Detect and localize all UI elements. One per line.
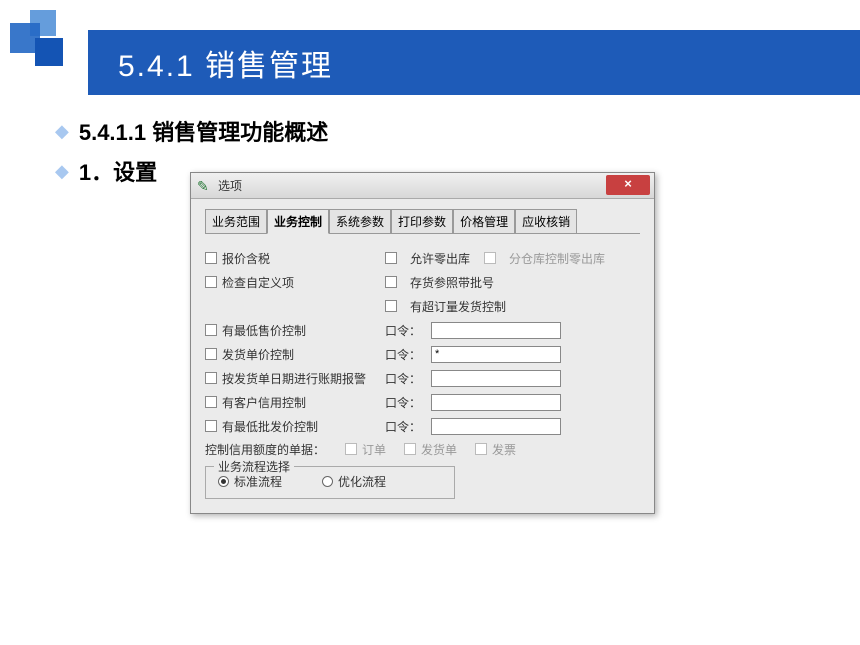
tab-business-control[interactable]: 业务控制 — [267, 209, 329, 234]
close-button[interactable]: × — [606, 175, 650, 195]
checkbox-batch-ref[interactable] — [385, 276, 397, 288]
tab-business-scope[interactable]: 业务范围 — [205, 209, 267, 233]
pw-input-1[interactable] — [431, 322, 561, 339]
label-allow-zero: 允许零出库 — [410, 250, 470, 267]
tab-strip: 业务范围 业务控制 系统参数 打印参数 价格管理 应收核销 — [205, 209, 640, 234]
dialog-body: 业务范围 业务控制 系统参数 打印参数 价格管理 应收核销 报价含税 允许零出库… — [191, 199, 654, 513]
bullet-icon: ◆ — [55, 161, 69, 182]
checkbox-order — [345, 443, 357, 455]
checkbox-credit-ctrl[interactable] — [205, 396, 217, 408]
checkbox-min-wholesale[interactable] — [205, 420, 217, 432]
label-invoice: 发票 — [492, 441, 516, 458]
checkbox-tax-quote[interactable] — [205, 252, 217, 264]
label-custom-check: 检查自定义项 — [222, 274, 294, 291]
dialog-icon: ✎ — [197, 178, 213, 194]
process-fieldset: 业务流程选择 标准流程 优化流程 — [205, 466, 455, 499]
radio-standard-wrap[interactable]: 标准流程 — [218, 473, 282, 490]
radio-standard[interactable] — [218, 476, 229, 487]
pw-input-4[interactable] — [431, 394, 561, 411]
pw-input-3[interactable] — [431, 370, 561, 387]
radio-optimize-wrap[interactable]: 优化流程 — [322, 473, 386, 490]
pw-input-2[interactable] — [431, 346, 561, 363]
dialog-title: 选项 — [218, 177, 242, 194]
label-over-order: 有超订量发货控制 — [410, 298, 506, 315]
tab-print-params[interactable]: 打印参数 — [391, 209, 453, 233]
bullet-icon: ◆ — [55, 121, 69, 142]
pw-label-5: 口令： — [385, 418, 423, 435]
label-period-alert: 按发货单日期进行账期报警 — [222, 370, 366, 387]
label-min-wholesale: 有最低批发价控制 — [222, 418, 318, 435]
radio-optimize[interactable] — [322, 476, 333, 487]
pw-input-5[interactable] — [431, 418, 561, 435]
checkbox-allow-zero[interactable] — [385, 252, 397, 264]
checkbox-custom-check[interactable] — [205, 276, 217, 288]
label-credit-ctrl: 有客户信用控制 — [222, 394, 306, 411]
dialog-titlebar: ✎ 选项 × — [191, 173, 654, 199]
radio-optimize-label: 优化流程 — [338, 473, 386, 490]
checkbox-min-price[interactable] — [205, 324, 217, 336]
label-min-price: 有最低售价控制 — [222, 322, 306, 339]
label-warehouse-zero: 分仓库控制零出库 — [509, 250, 605, 267]
corner-decoration — [5, 10, 75, 80]
slide-title: 5.4.1 销售管理 — [118, 41, 333, 85]
pw-label-3: 口令： — [385, 370, 423, 387]
form-area: 报价含税 允许零出库 分仓库控制零出库 检查自定义项 存货参照带批号 — [205, 246, 640, 499]
slide-header-bar: 5.4.1 销售管理 — [88, 30, 860, 95]
bullet-1: ◆ 5.4.1.1 销售管理功能概述 — [55, 115, 840, 147]
tab-system-params[interactable]: 系统参数 — [329, 209, 391, 233]
checkbox-over-order[interactable] — [385, 300, 397, 312]
checkbox-period-alert[interactable] — [205, 372, 217, 384]
pw-label-2: 口令： — [385, 346, 423, 363]
bullet-1-text: 5.4.1.1 销售管理功能概述 — [79, 115, 328, 147]
label-batch-ref: 存货参照带批号 — [410, 274, 494, 291]
label-shipdoc: 发货单 — [421, 441, 457, 458]
fieldset-legend: 业务流程选择 — [214, 458, 294, 475]
options-dialog: ✎ 选项 × 业务范围 业务控制 系统参数 打印参数 价格管理 应收核销 报价含… — [190, 172, 655, 514]
tab-price-mgmt[interactable]: 价格管理 — [453, 209, 515, 233]
bullet-2-text: 1．设置 — [79, 155, 157, 187]
checkbox-ship-price[interactable] — [205, 348, 217, 360]
label-ship-price: 发货单价控制 — [222, 346, 294, 363]
checkbox-shipdoc — [404, 443, 416, 455]
pw-label-4: 口令： — [385, 394, 423, 411]
credit-label: 控制信用额度的单据： — [205, 441, 345, 458]
radio-standard-label: 标准流程 — [234, 473, 282, 490]
checkbox-warehouse-zero — [484, 252, 496, 264]
pw-label-1: 口令： — [385, 322, 423, 339]
checkbox-invoice — [475, 443, 487, 455]
tab-ar-verify[interactable]: 应收核销 — [515, 209, 577, 233]
label-tax-quote: 报价含税 — [222, 250, 270, 267]
label-order: 订单 — [362, 441, 386, 458]
